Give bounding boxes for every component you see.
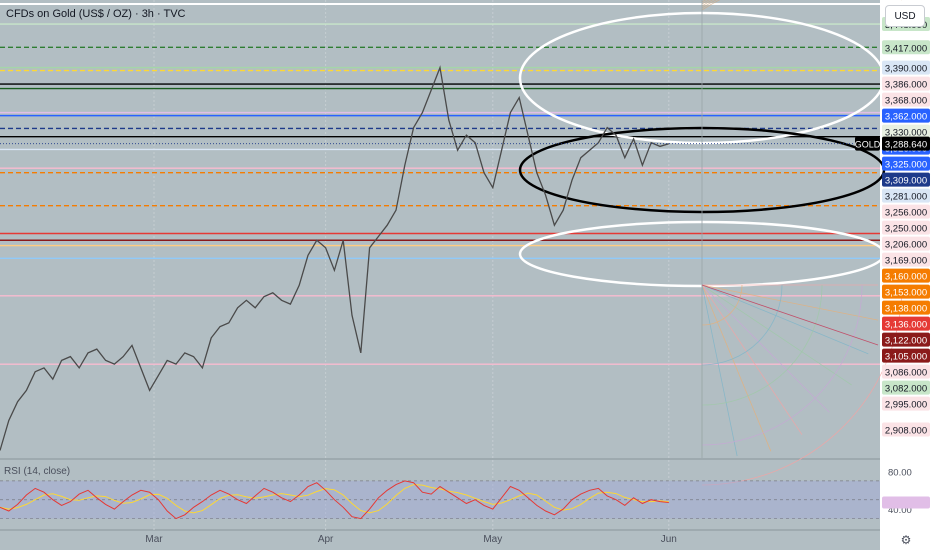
symbol-tag-bg [855, 136, 880, 151]
x-tick-label: Apr [318, 534, 334, 545]
price-axis-label: 3,256.000 [885, 208, 927, 219]
price-axis-label-bg [882, 348, 930, 363]
price-axis-label: 3,309.000 [885, 176, 927, 187]
fan-arc [701, 284, 823, 406]
fan-line [701, 284, 803, 435]
price-axis-label: 3,362.000 [885, 112, 927, 123]
x-tick-label: Mar [145, 534, 163, 545]
price-axis-label: 3,160.000 [885, 272, 927, 283]
fan-line [701, 284, 869, 355]
price-axis-label-bg [882, 422, 930, 437]
price-axis-label: 3,325.000 [885, 160, 927, 171]
settings-gear-icon[interactable]: ⚙ [901, 533, 912, 547]
x-tick-label: Jun [661, 534, 677, 545]
price-axis-label-bg [882, 108, 930, 123]
fan-line [701, 284, 772, 452]
price-axis-label: 3,122.000 [885, 336, 927, 347]
currency-button[interactable]: USD [885, 5, 925, 27]
price-axis-label-bg [882, 364, 930, 379]
price-axis-label: 3,368.000 [885, 96, 927, 107]
price-axis-label-bg [882, 396, 930, 411]
price-series-line [0, 65, 669, 451]
price-axis-label-bg [882, 60, 930, 75]
fan-arc [701, 284, 783, 366]
current-price-label-bg [882, 136, 930, 151]
x-tick-label: May [483, 534, 502, 545]
fan-arc [701, 284, 743, 326]
rsi-ma-line [0, 484, 669, 514]
price-axis-label: 3,390.000 [885, 64, 927, 75]
price-axis-label: 3,136.000 [885, 320, 927, 331]
price-axis-label: 2,995.000 [885, 400, 927, 411]
price-axis-label: 3,386.000 [885, 80, 927, 91]
rsi-tick-label: 40.00 [888, 505, 912, 516]
current-price-label: 3,288.640 [885, 140, 927, 151]
price-axis-label-bg [882, 284, 930, 299]
fan-line [701, 284, 879, 321]
price-axis-label: 3,086.000 [885, 368, 927, 379]
price-axis-label: 3,281.000 [885, 192, 927, 203]
price-axis-label: 2,908.000 [885, 425, 927, 436]
rsi-pane-bg [0, 458, 880, 550]
rsi-current-bg [882, 496, 930, 509]
price-axis-label: 3,250.000 [885, 224, 927, 235]
fan-line [701, 284, 738, 457]
price-axis-label: 3,082.000 [885, 384, 927, 395]
price-axis-label-bg [882, 252, 930, 267]
price-axis-label: 3,138.000 [885, 304, 927, 315]
trend-line [701, 284, 879, 346]
symbol-tag: GOLD [855, 140, 881, 150]
fan-arc [701, 0, 742, 3]
price-axis-label-bg [882, 220, 930, 235]
symbol-title: CFDs on Gold (US$ / OZ) · 3h · TVC [6, 8, 186, 20]
fan-line [701, 284, 830, 413]
price-axis-label-bg [882, 316, 930, 331]
price-axis-label-bg [882, 236, 930, 251]
rsi-line [0, 480, 669, 520]
price-axis-label-bg [882, 204, 930, 219]
price-axis-label-bg [882, 92, 930, 107]
price-axis-label-bg [882, 380, 930, 395]
price-axis-label-bg [882, 268, 930, 283]
price-axis-label: 3,105.000 [885, 352, 927, 363]
price-axis-label: 3,153.000 [885, 288, 927, 299]
price-axis-label: 3,169.000 [885, 256, 927, 267]
rsi-tick-label: 80.00 [888, 467, 912, 478]
price-axis-label: 3,330.000 [885, 128, 927, 139]
price-axis-label-bg [882, 172, 930, 187]
price-axis-label: 3,417.000 [885, 43, 927, 54]
price-axis-label-bg [882, 124, 930, 139]
price-axis-label-bg [882, 188, 930, 203]
price-axis-label-bg [882, 332, 930, 347]
rsi-indicator-label[interactable]: RSI (14, close) [4, 466, 71, 477]
price-axis-label-bg [882, 40, 930, 55]
fan-line [701, 284, 852, 386]
price-axis-label-bg [882, 300, 930, 315]
fan-arc [701, 284, 863, 446]
price-axis-label-bg [882, 76, 930, 91]
price-axis-label-bg [882, 156, 930, 171]
price-axis-label: 3,206.000 [885, 240, 927, 251]
